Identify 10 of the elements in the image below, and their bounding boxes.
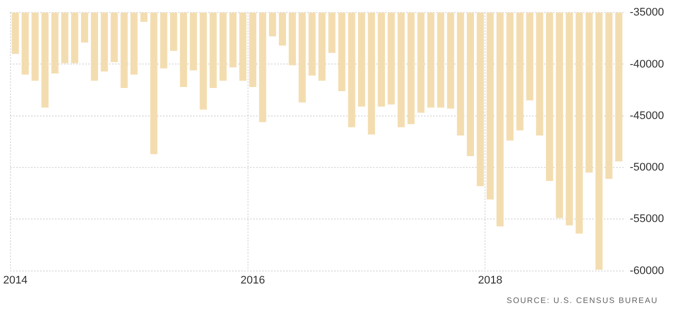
x-tick-label: 2016	[240, 274, 265, 286]
source-note: SOURCE: U.S. CENSUS BUREAU	[506, 296, 658, 305]
y-tick-label: -55000	[630, 213, 664, 226]
y-tick-label: -40000	[630, 58, 664, 70]
x-tick-label: 2014	[3, 274, 28, 286]
y-tick-label: -50000	[630, 162, 664, 174]
y-tick-label: -35000	[630, 6, 664, 19]
x-tick-label: 2018	[478, 274, 502, 286]
y-tick-label: -60000	[630, 264, 664, 277]
y-tick-label: -45000	[630, 110, 664, 122]
